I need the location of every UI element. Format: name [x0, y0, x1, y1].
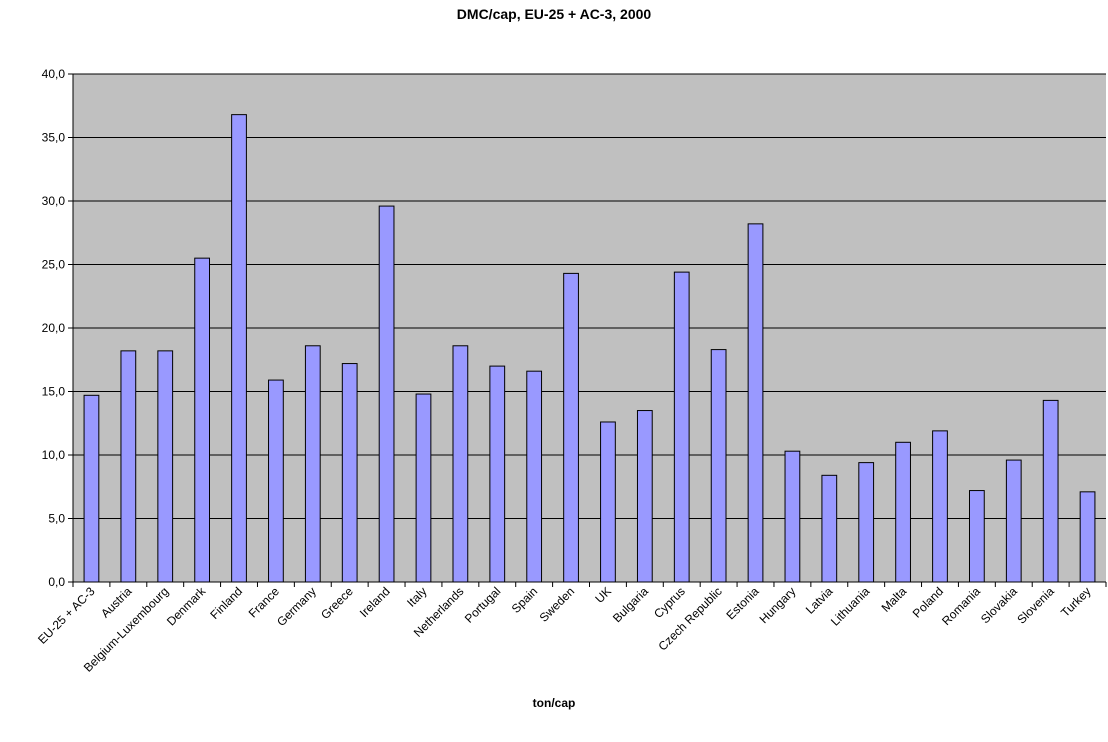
y-tick-label: 30,0	[42, 194, 66, 208]
x-tick-label: Turkey	[1058, 584, 1094, 620]
x-tick-label: Slovakia	[978, 584, 1020, 626]
bar	[194, 257, 211, 583]
y-tick-labels: 0,0 5,0 10,0 15,0 20,0 25,0 30,0 35,0 40,0	[42, 67, 73, 589]
bar	[600, 421, 616, 583]
bar	[378, 205, 395, 583]
bar	[526, 370, 543, 583]
bar	[452, 345, 469, 583]
bar	[415, 393, 432, 583]
x-tick-label: Sweden	[537, 584, 578, 625]
bar	[821, 474, 838, 583]
x-tick-label: Greece	[318, 584, 356, 622]
x-tick-label: Czech Republic	[655, 584, 724, 653]
x-tick-labels: EU-25 + AC-3 AustriaBelgium-LuxembourgDen…	[35, 582, 1107, 675]
x-tick-label: EU-25 + AC-3	[35, 584, 98, 647]
bar	[1042, 399, 1059, 583]
bar	[341, 363, 358, 583]
x-tick-label: Spain	[509, 584, 541, 616]
bar	[784, 450, 801, 583]
bar	[268, 379, 284, 583]
x-tick-label: Lithuania	[828, 584, 873, 629]
x-tick-label: Poland	[910, 584, 946, 620]
bar	[83, 394, 100, 583]
x-tick-label: Latvia	[803, 584, 836, 617]
bar	[304, 345, 321, 583]
y-tick-label: 20,0	[42, 321, 66, 335]
bar	[120, 350, 137, 583]
bar	[858, 462, 875, 583]
bar	[1005, 459, 1022, 583]
bar	[895, 441, 911, 583]
bar	[563, 272, 579, 583]
chart-title: DMC/cap, EU-25 + AC-3, 2000	[456, 6, 652, 22]
x-tick-label: Bulgaria	[610, 584, 651, 625]
bar	[1079, 491, 1096, 583]
x-tick-label: Romania	[939, 584, 983, 628]
bar	[157, 350, 174, 583]
bar	[747, 223, 764, 583]
y-tick-label: 15,0	[42, 385, 66, 399]
x-tick-label: Austria	[98, 584, 135, 621]
x-tick-label: Slovenia	[1014, 584, 1057, 627]
bar	[636, 410, 653, 583]
y-tick-label: 35,0	[42, 131, 66, 145]
x-tick-label: Ireland	[357, 584, 393, 620]
bar	[968, 490, 985, 583]
y-tick-label: 25,0	[42, 258, 66, 272]
bar	[489, 365, 506, 583]
y-tick-label: 0,0	[48, 575, 65, 589]
bar	[231, 114, 247, 583]
bars	[83, 114, 1096, 583]
x-tick-label: UK	[592, 584, 614, 606]
x-tick-label: Italy	[404, 584, 429, 609]
x-tick-label: Portugal	[462, 584, 504, 626]
bar	[710, 349, 727, 583]
x-axis-title: ton/cap	[532, 696, 576, 710]
x-tick-label: Malta	[879, 584, 910, 615]
x-tick-label: Germany	[274, 584, 319, 629]
bar	[673, 271, 690, 583]
x-tick-label: Finland	[207, 584, 245, 622]
x-tick-label: France	[246, 584, 283, 621]
y-tick-label: 10,0	[42, 448, 66, 462]
y-tick-label: 5,0	[48, 512, 65, 526]
x-tick-label: Denmark	[164, 584, 209, 629]
x-tick-label: Hungary	[757, 584, 799, 626]
bar	[932, 430, 948, 583]
y-tick-label: 40,0	[42, 67, 66, 81]
